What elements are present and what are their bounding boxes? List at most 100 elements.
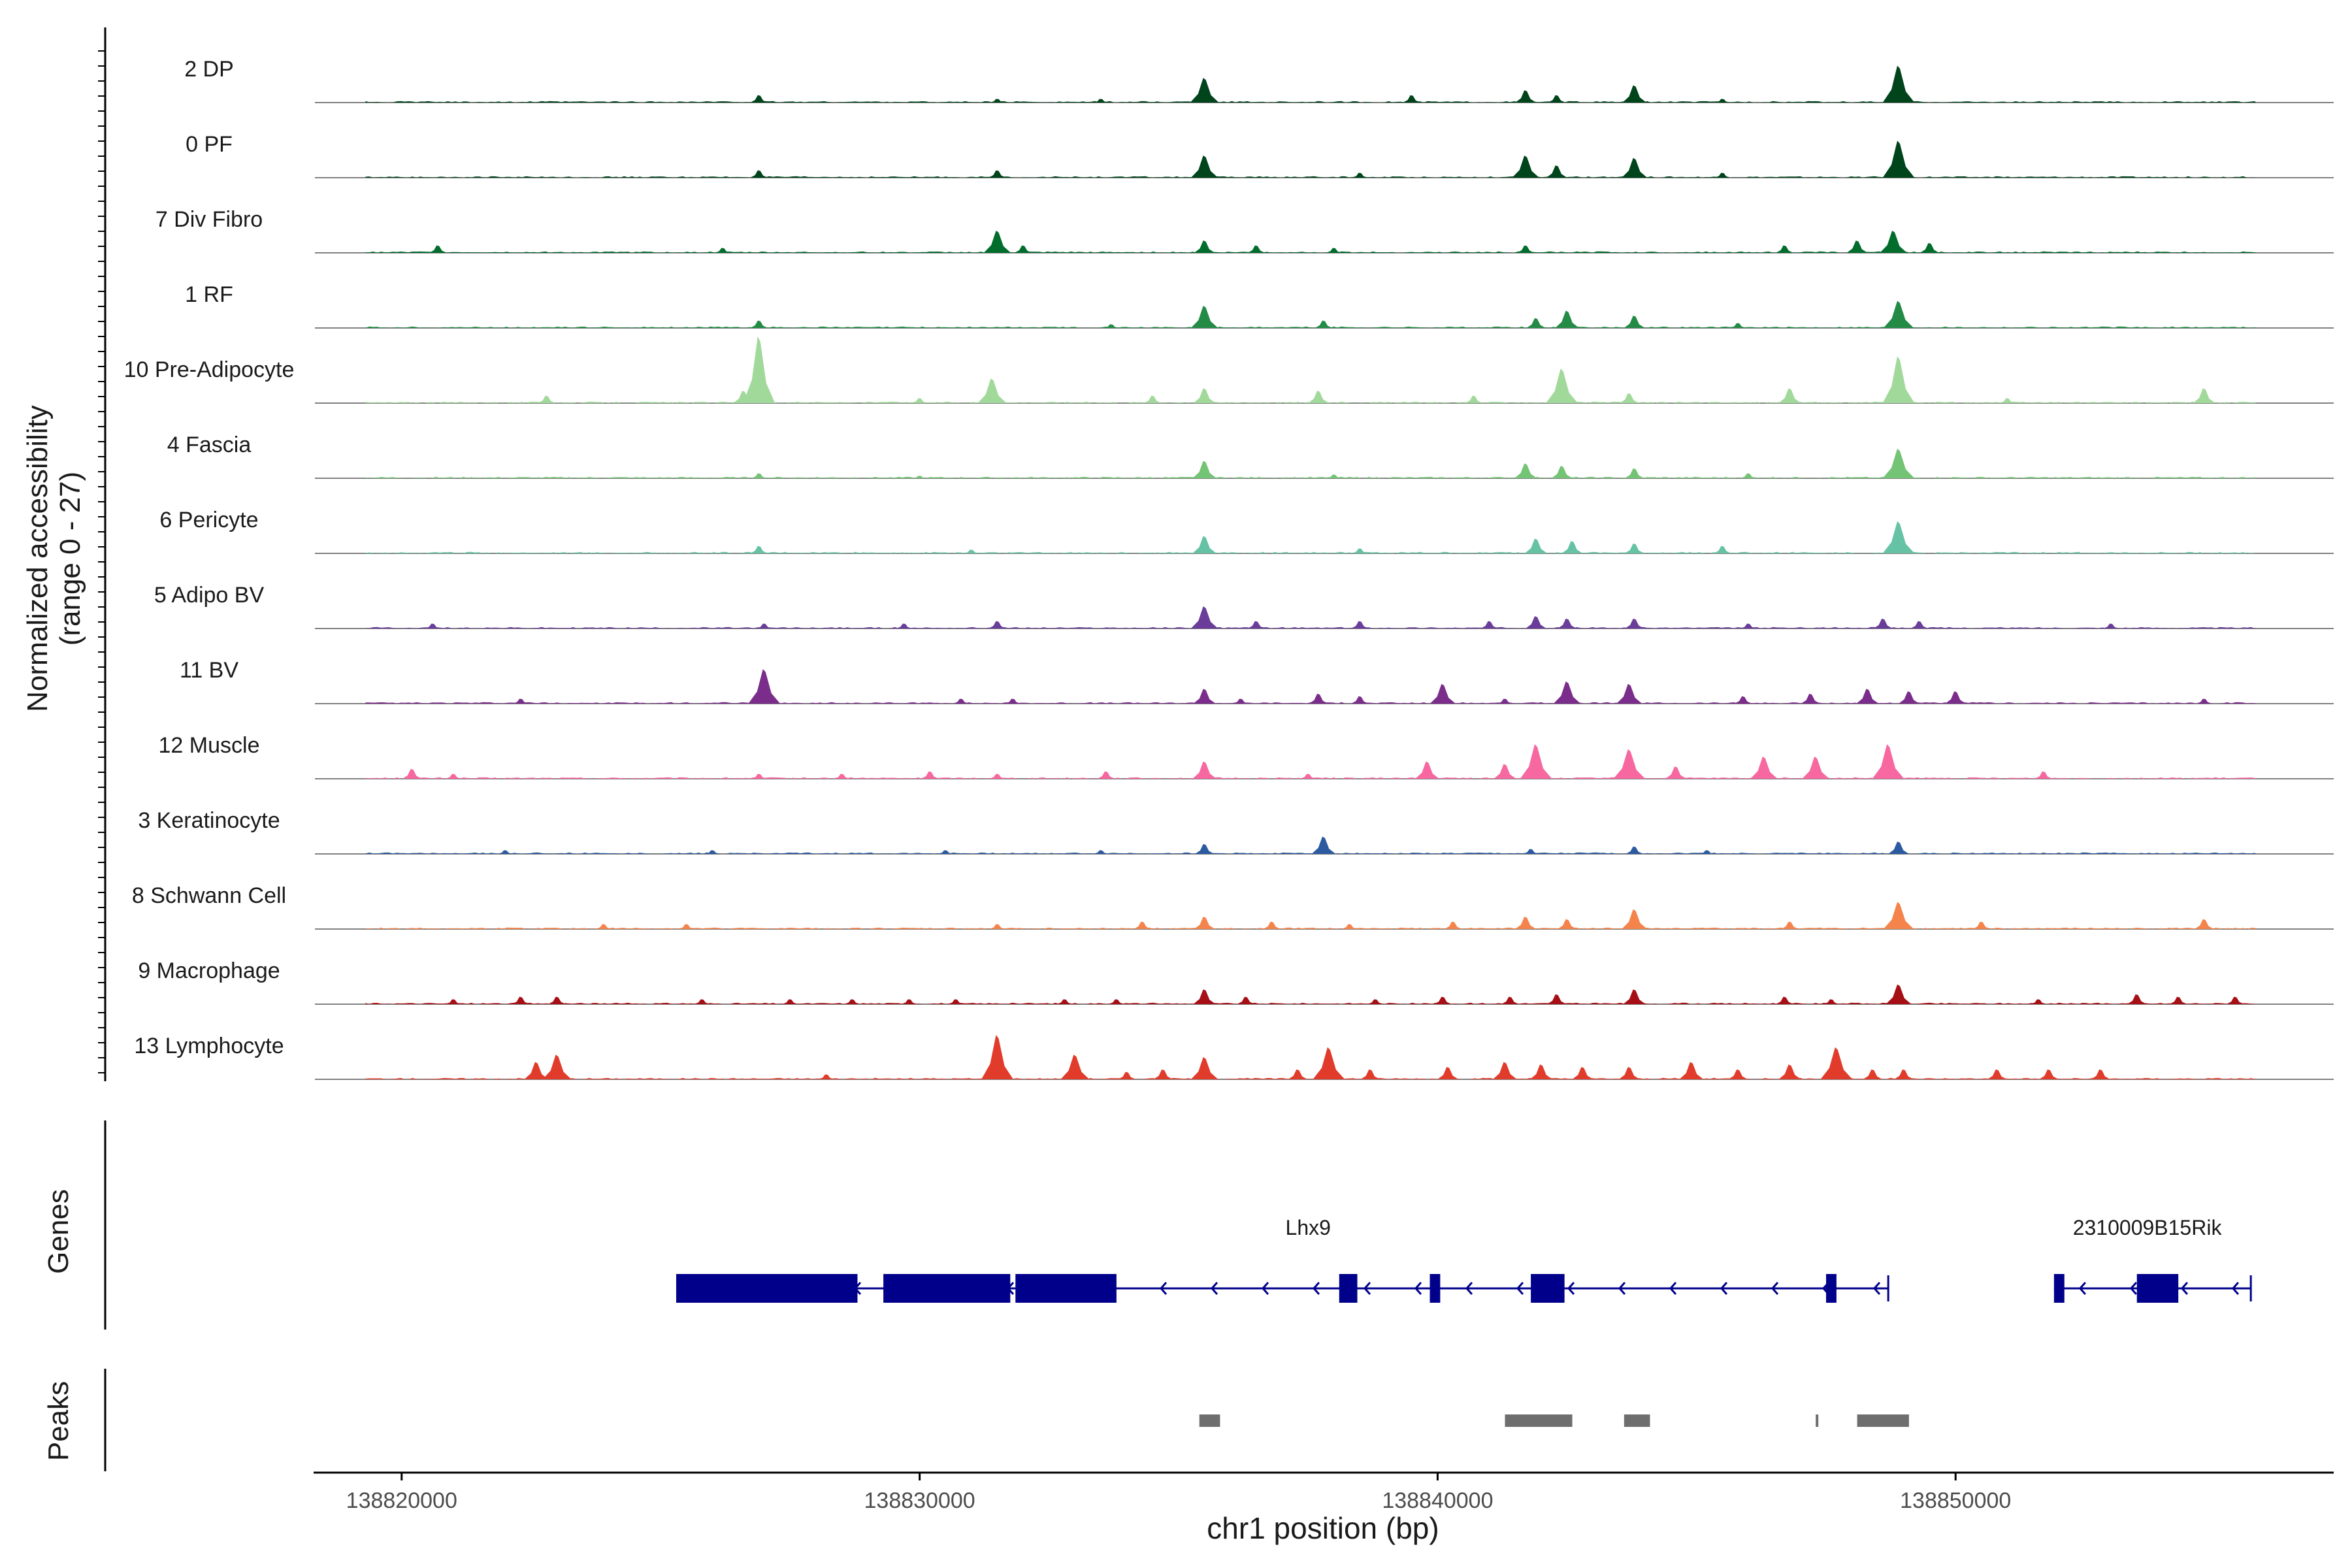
track-background-signal	[365, 476, 2257, 478]
gene-strand-arrow	[2078, 1282, 2087, 1295]
track-peak	[2102, 623, 2119, 629]
y-axis-title: Normalized accessibility (range 0 - 27)	[22, 405, 86, 711]
track-peak	[1093, 850, 1109, 854]
track-label: 0 PF	[186, 132, 233, 157]
track-peak	[1624, 316, 1645, 328]
track-peak	[1429, 683, 1456, 704]
track-peak	[989, 774, 1005, 779]
track-peak	[1622, 85, 1647, 103]
x-axis-tick-label: 138840000	[1382, 1488, 1493, 1513]
genes-panel-title: Genes	[42, 1189, 74, 1274]
x-axis-title: chr1 position (bp)	[1207, 1511, 1439, 1545]
track-peak	[1873, 618, 1893, 629]
track-peak	[704, 850, 721, 854]
track-peak	[1515, 917, 1537, 929]
gene-strand-arrow	[1669, 1282, 1677, 1295]
track-peak	[1555, 310, 1580, 328]
track-peak	[1882, 356, 1915, 403]
track-peak	[1512, 155, 1539, 178]
track-peak	[1192, 461, 1217, 478]
track-peak	[2030, 999, 2047, 1004]
track-3-keratinocyte: 3 Keratinocyte	[138, 808, 2334, 855]
track-peak	[1311, 836, 1336, 854]
track-5-adipo-bv: 5 Adipo BV	[154, 583, 2334, 629]
track-peak	[818, 1074, 835, 1079]
track-peak	[1623, 989, 1646, 1004]
track-peak	[1740, 473, 1757, 478]
track-peak	[1882, 521, 1915, 553]
track-peak	[1118, 1071, 1136, 1079]
track-peak	[1529, 1064, 1553, 1079]
gene-label: Lhx9	[1286, 1216, 1331, 1239]
track-peak	[1433, 996, 1452, 1004]
gene-strand-arrow	[2180, 1282, 2189, 1295]
track-6-pericyte: 6 Pericyte	[159, 508, 2334, 554]
track-peak	[694, 999, 711, 1004]
track-peak	[1108, 999, 1125, 1004]
track-9-macrophage: 9 Macrophage	[138, 958, 2334, 1005]
track-peak	[1515, 90, 1537, 103]
track-peak	[445, 774, 462, 779]
track-peak	[1546, 165, 1567, 178]
track-peak	[743, 336, 776, 403]
gene-strand-arrow	[1516, 1282, 1524, 1295]
track-peak	[1444, 921, 1462, 929]
peak-region	[1857, 1414, 1909, 1427]
x-axis-ticks: 138820000 138830000 138840000 138850000	[346, 1473, 2011, 1513]
track-label: 8 Schwann Cell	[132, 883, 286, 908]
track-peak	[1192, 536, 1217, 553]
gene-exon	[1015, 1274, 1117, 1303]
track-peak	[981, 1035, 1013, 1079]
track-peak	[538, 395, 556, 403]
track-peak	[750, 170, 768, 178]
track-peak	[1713, 546, 1732, 553]
track-peak	[1557, 919, 1577, 929]
track-peak	[1093, 99, 1109, 103]
track-peak	[1524, 538, 1548, 553]
track-peak	[512, 996, 530, 1004]
track-peak	[1882, 448, 1915, 478]
track-peak	[1776, 245, 1794, 253]
track-peak	[1863, 1069, 1883, 1079]
track-peak	[1190, 78, 1219, 103]
track-peak	[1776, 996, 1794, 1004]
track-peak	[1288, 1069, 1308, 1079]
track-peak	[2194, 919, 2214, 929]
track-peak	[1987, 1069, 2007, 1079]
gene-annotation-panel: Lhx9 2310009B15Rik	[676, 1216, 2252, 1303]
track-peak	[445, 999, 462, 1004]
track-peak	[1465, 395, 1483, 403]
track-peak	[1546, 368, 1578, 403]
track-peak	[953, 698, 970, 704]
track-peak	[1480, 621, 1499, 629]
track-peak	[1622, 157, 1648, 178]
track-peak	[1880, 231, 1907, 253]
track-peak	[1097, 771, 1115, 779]
track-peak	[751, 473, 768, 478]
gene-exon	[1429, 1274, 1441, 1303]
track-peak	[595, 924, 612, 929]
track-peak	[1493, 1062, 1517, 1079]
track-peak	[989, 924, 1005, 929]
track-peak	[989, 99, 1005, 103]
track-peak	[751, 774, 768, 779]
track-peak	[1898, 691, 1919, 704]
track-4-fascia: 4 Fascia	[167, 433, 2334, 479]
track-peak	[912, 476, 927, 478]
track-peak	[1624, 543, 1644, 553]
track-peak	[1526, 318, 1546, 328]
track-peak	[1882, 140, 1915, 178]
track-peak	[901, 999, 918, 1004]
track-peak	[2193, 388, 2215, 403]
track-peak	[2091, 1069, 2111, 1079]
gene-exon	[676, 1274, 858, 1303]
track-peak	[988, 170, 1007, 178]
gene-exon	[1339, 1274, 1358, 1303]
track-peak	[1872, 744, 1904, 779]
gene-strand-arrow	[1159, 1282, 1168, 1295]
track-peak	[1497, 698, 1513, 704]
track-peak	[1551, 466, 1573, 478]
track-peak	[921, 771, 939, 779]
track-12-muscle: 12 Muscle	[159, 733, 2334, 779]
